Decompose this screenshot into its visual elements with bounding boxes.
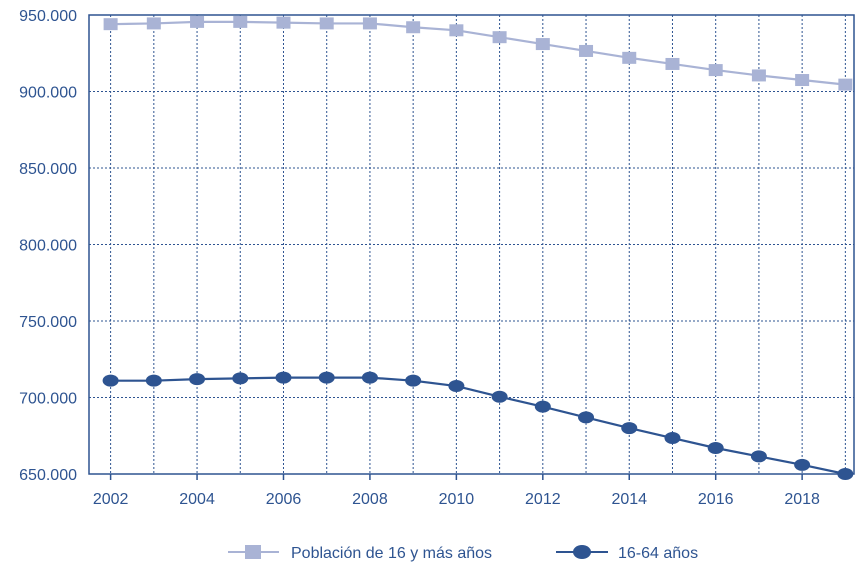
y-tick-label: 750.000	[19, 314, 77, 331]
data-point-square	[665, 57, 680, 70]
y-tick-label: 700.000	[19, 391, 77, 408]
data-point-circle	[750, 450, 767, 463]
series-line-1	[110, 20, 846, 86]
x-tick-label: 2018	[784, 491, 820, 508]
data-point-square	[276, 16, 291, 29]
series-line-2	[110, 376, 846, 476]
data-point-circle	[448, 380, 465, 393]
data-point-circle	[361, 371, 378, 384]
legend-label: 16-64 años	[618, 545, 698, 562]
x-tick-label: 2006	[266, 491, 302, 508]
data-point-square	[838, 78, 853, 91]
data-point-circle	[405, 374, 422, 387]
legend-marker-circle	[573, 545, 591, 559]
data-point-square	[795, 74, 810, 87]
data-point-circle	[232, 372, 249, 385]
y-tick-label: 950.000	[19, 8, 77, 25]
x-tick-label: 2010	[439, 491, 475, 508]
x-tick-label: 2004	[179, 491, 215, 508]
y-tick-label: 650.000	[19, 467, 77, 484]
data-point-circle	[491, 390, 508, 403]
data-point-square	[146, 17, 161, 30]
data-point-circle	[837, 468, 854, 480]
data-point-square	[535, 38, 550, 51]
data-point-circle	[578, 411, 595, 424]
data-point-circle	[189, 373, 206, 386]
y-tick-label: 900.000	[19, 85, 77, 102]
data-point-circle	[145, 374, 162, 387]
x-tick-label: 2012	[525, 491, 561, 508]
data-point-circle	[707, 441, 724, 454]
data-point-square	[233, 15, 248, 28]
x-tick-label: 2016	[698, 491, 734, 508]
data-point-square	[579, 44, 594, 57]
data-point-square	[751, 69, 766, 82]
data-point-circle	[534, 400, 551, 413]
data-point-square	[362, 17, 377, 30]
data-point-square	[449, 24, 464, 37]
data-point-square	[103, 18, 118, 31]
data-point-square	[319, 17, 334, 30]
legend-label: Población de 16 y más años	[291, 545, 492, 562]
data-point-circle	[664, 432, 681, 445]
data-point-circle	[275, 371, 292, 384]
data-point-square	[492, 31, 507, 44]
data-point-square	[406, 21, 421, 34]
y-tick-label: 850.000	[19, 161, 77, 178]
data-point-square	[622, 51, 637, 64]
x-tick-label: 2002	[93, 491, 129, 508]
x-tick-label: 2014	[611, 491, 647, 508]
plot-frame	[88, 14, 855, 475]
data-point-circle	[794, 458, 811, 471]
x-tick-label: 2008	[352, 491, 388, 508]
data-point-square	[190, 15, 205, 28]
data-point-circle	[102, 374, 119, 387]
legend-marker-square	[245, 545, 261, 559]
y-tick-label: 800.000	[19, 238, 77, 255]
data-point-circle	[621, 422, 638, 435]
data-point-square	[708, 64, 723, 77]
data-point-circle	[318, 371, 335, 384]
